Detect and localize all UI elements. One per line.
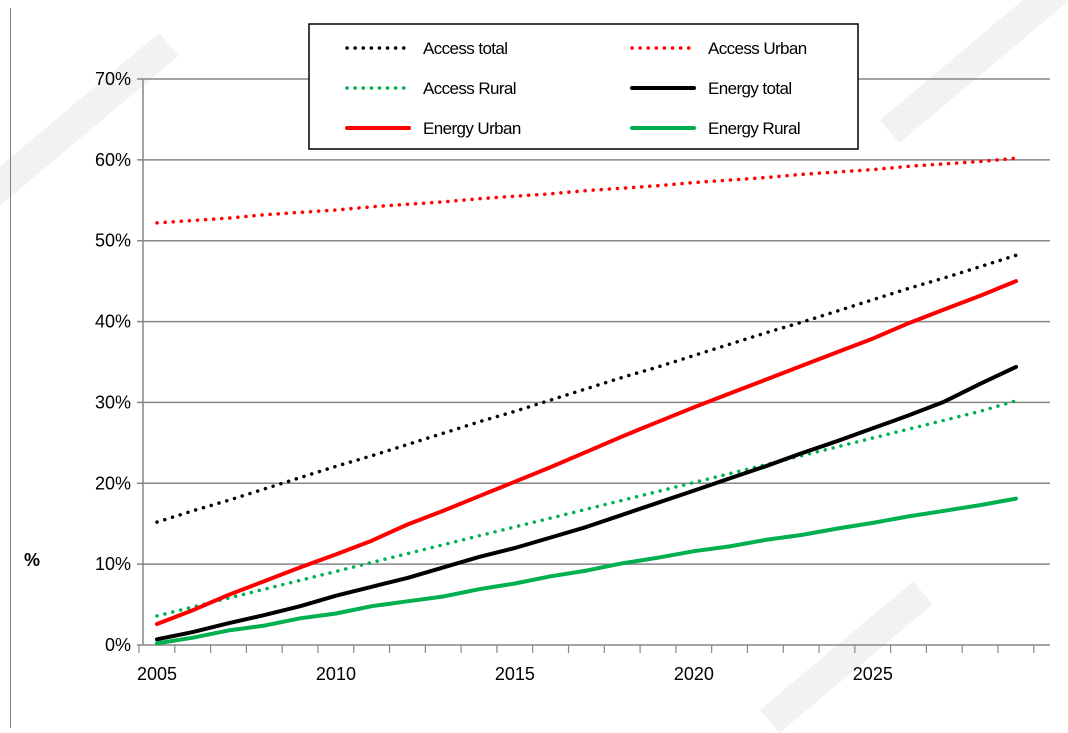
y-tick-label: 0% [105, 635, 131, 655]
x-tick-label: 2010 [316, 664, 356, 684]
y-axis-label: % [24, 550, 40, 570]
series-line [155, 253, 1018, 524]
series-lines [155, 156, 1018, 646]
x-tick-label: 2020 [674, 664, 714, 684]
y-tick-label: 70% [95, 69, 131, 89]
legend-label: Energy Urban [423, 119, 521, 138]
y-tick-label: 30% [95, 392, 131, 412]
legend-label: Access Rural [423, 79, 516, 98]
y-tick-label: 20% [95, 473, 131, 493]
series-line [155, 364, 1018, 642]
series-line [155, 156, 1018, 225]
y-tick-label: 60% [95, 150, 131, 170]
legend-label: Energy Rural [708, 119, 800, 138]
legend-label: Access Urban [708, 39, 807, 58]
series-line [155, 496, 1018, 646]
chart-area-frame [10, 8, 1068, 728]
x-tick-label: 2015 [495, 664, 535, 684]
legend-label: Access total [423, 39, 507, 58]
x-tick-label: 2005 [137, 664, 177, 684]
y-tick-label: 50% [95, 231, 131, 251]
axes: 0% 10% 20% 30% 40% 50% 60% 70% 2005 2010 2015 2020 2… [95, 69, 1050, 684]
legend: Access total Access Urban Access Rural Ener… [308, 23, 859, 150]
legend-label: Energy total [708, 79, 792, 98]
gridlines [143, 78, 1050, 565]
y-tick-label: 10% [95, 554, 131, 574]
x-tick-label: 2025 [853, 664, 893, 684]
series-line [155, 399, 1018, 618]
y-tick-label: 40% [95, 312, 131, 332]
series-line [155, 279, 1018, 626]
